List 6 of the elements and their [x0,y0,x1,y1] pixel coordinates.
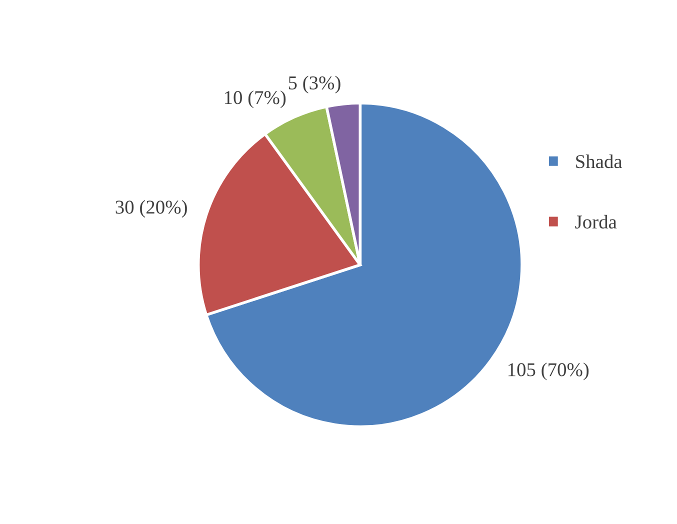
data-label: 30 (20%) [116,200,187,218]
data-label: 5 (3%) [288,76,340,94]
legend-label: Jorda [575,214,617,229]
data-label: 105 (70%) [508,362,589,380]
legend-label: Shada [576,154,622,168]
data-label: 10 (7%) [224,90,286,108]
